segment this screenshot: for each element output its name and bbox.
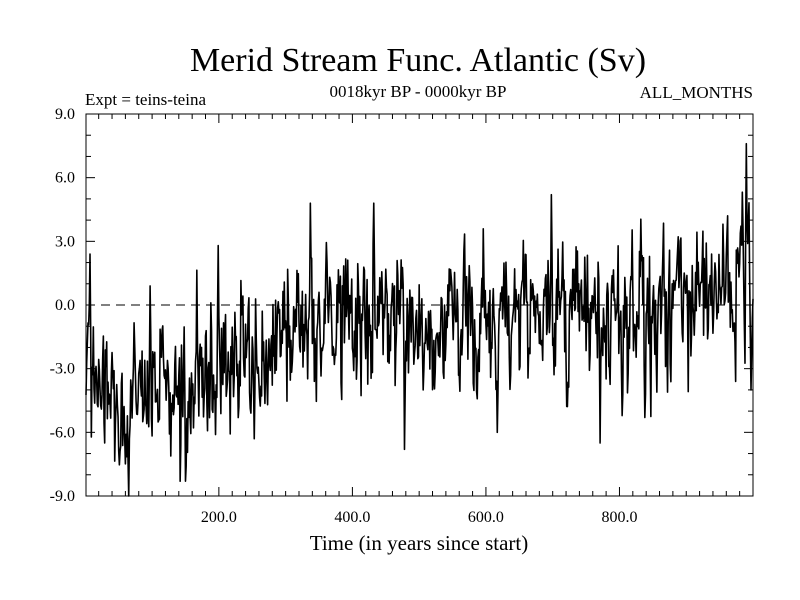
y-tick-label: 6.0 xyxy=(55,170,75,187)
x-tick-label: 400.0 xyxy=(334,509,370,526)
chart-title: Merid Stream Func. Atlantic (Sv) xyxy=(190,42,646,79)
experiment-label: Expt = teins-teina xyxy=(85,90,206,109)
y-tick-label: -9.0 xyxy=(50,488,75,505)
x-axis-label: Time (in years since start) xyxy=(310,531,529,555)
y-tick-label: 9.0 xyxy=(55,106,75,123)
x-tick-label: 800.0 xyxy=(601,509,637,526)
y-tick-label: -6.0 xyxy=(50,424,75,441)
y-tick-label: 0.0 xyxy=(55,297,75,314)
time-range-label: 0018kyr BP - 0000kyr BP xyxy=(330,82,507,101)
x-tick-label: 200.0 xyxy=(201,509,237,526)
y-tick-label: 3.0 xyxy=(55,233,75,250)
time-series-line xyxy=(85,142,754,497)
y-tick-label: -3.0 xyxy=(50,361,75,378)
months-label: ALL_MONTHS xyxy=(640,83,753,102)
axis-ticks: 200.0 400.0 600.0 800.0 -9.0 -6.0 -3.0 0.0 3.0 6.… xyxy=(50,106,753,526)
x-tick-label: 600.0 xyxy=(468,509,504,526)
